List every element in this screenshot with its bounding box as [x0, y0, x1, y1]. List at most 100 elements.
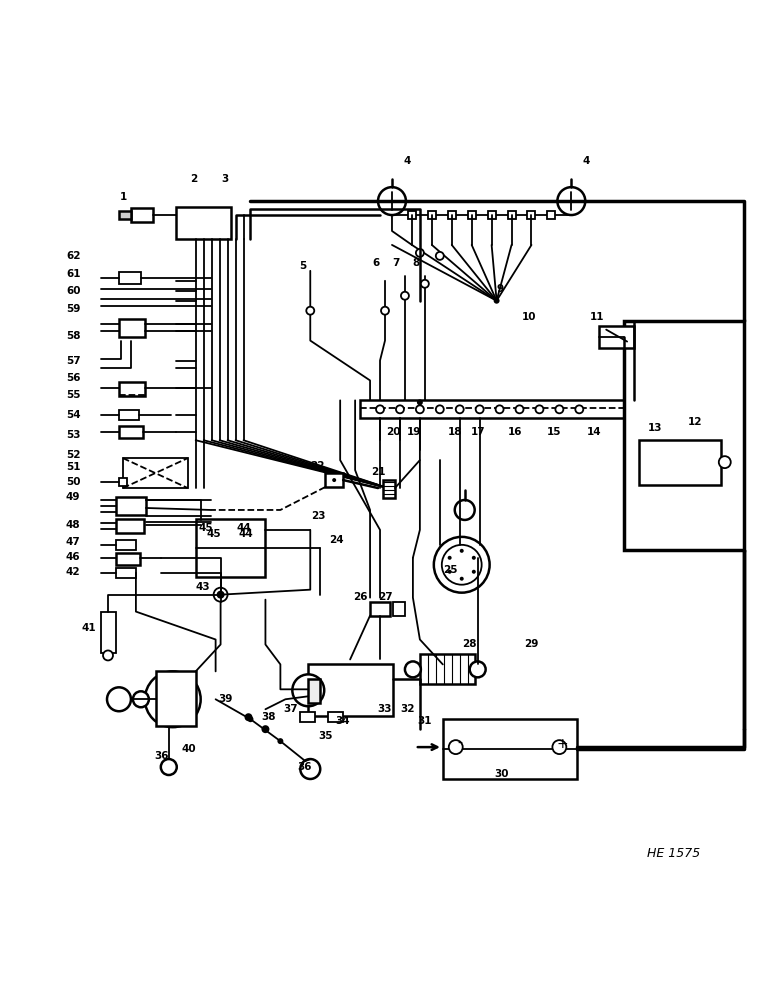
Circle shape	[436, 405, 444, 413]
Bar	[599, 326, 634, 348]
Text: 38: 38	[261, 712, 276, 722]
Circle shape	[472, 556, 476, 560]
Circle shape	[416, 405, 424, 413]
Circle shape	[332, 478, 336, 482]
Circle shape	[214, 588, 228, 602]
Text: 58: 58	[66, 331, 80, 341]
Circle shape	[472, 570, 476, 574]
Text: 43: 43	[195, 582, 210, 592]
Circle shape	[460, 577, 464, 581]
Circle shape	[107, 687, 131, 711]
Circle shape	[245, 713, 252, 721]
Text: 48: 48	[66, 520, 80, 530]
Circle shape	[536, 405, 543, 413]
Text: 22: 22	[310, 461, 324, 471]
Bar	[428, 211, 436, 219]
Circle shape	[493, 298, 499, 304]
Circle shape	[145, 671, 201, 727]
Text: 15: 15	[547, 427, 562, 437]
Text: 8: 8	[412, 258, 419, 268]
Text: 46: 46	[66, 552, 80, 562]
Text: 61: 61	[66, 269, 80, 279]
Text: 3: 3	[221, 174, 229, 184]
Text: 44: 44	[238, 529, 253, 539]
Text: 31: 31	[418, 716, 432, 726]
Bar	[116, 568, 136, 578]
Text: 26: 26	[353, 592, 367, 602]
Text: 45: 45	[206, 529, 221, 539]
Bar	[547, 211, 555, 219]
Circle shape	[496, 405, 503, 413]
Text: 55: 55	[66, 390, 80, 400]
Text: 30: 30	[494, 769, 509, 779]
Circle shape	[448, 556, 452, 560]
Bar	[116, 553, 140, 565]
Bar	[488, 211, 496, 219]
Circle shape	[448, 570, 452, 574]
Text: 60: 60	[66, 286, 80, 296]
Text: 47: 47	[66, 537, 80, 547]
Circle shape	[217, 591, 225, 599]
Circle shape	[161, 759, 177, 775]
Bar	[308, 679, 320, 703]
Text: 53: 53	[66, 430, 80, 440]
Bar	[156, 671, 195, 726]
Text: 32: 32	[401, 704, 415, 714]
Bar	[325, 473, 344, 487]
Bar	[408, 211, 416, 219]
Circle shape	[293, 674, 324, 706]
Text: 52: 52	[66, 450, 80, 460]
Bar	[624, 321, 743, 550]
Circle shape	[306, 307, 314, 315]
Bar	[101, 612, 116, 653]
Text: 42: 42	[66, 567, 80, 577]
Text: 17: 17	[470, 427, 485, 437]
Text: 51: 51	[66, 462, 80, 472]
Bar	[131, 208, 153, 222]
Text: 49: 49	[66, 492, 80, 502]
Bar	[448, 211, 455, 219]
Text: 21: 21	[371, 467, 385, 477]
Text: 27: 27	[378, 592, 392, 602]
Circle shape	[376, 405, 384, 413]
Circle shape	[557, 187, 585, 215]
Bar	[443, 719, 577, 779]
Circle shape	[300, 759, 320, 779]
Text: 36: 36	[154, 751, 169, 761]
Text: 6: 6	[372, 258, 380, 268]
Circle shape	[449, 740, 462, 754]
Text: 4: 4	[403, 156, 411, 166]
Circle shape	[421, 280, 428, 288]
Text: 39: 39	[218, 694, 233, 704]
Bar	[468, 211, 476, 219]
Text: 36: 36	[297, 762, 312, 772]
Text: 24: 24	[329, 535, 344, 545]
Bar	[308, 664, 393, 716]
Bar	[393, 602, 405, 616]
Text: 9: 9	[496, 284, 503, 294]
Text: 35: 35	[318, 731, 333, 741]
Bar	[420, 654, 475, 684]
Text: 45: 45	[198, 523, 213, 533]
Text: 33: 33	[378, 704, 392, 714]
Text: +: +	[557, 737, 568, 751]
Text: 54: 54	[66, 410, 80, 420]
Circle shape	[460, 549, 464, 553]
Text: 13: 13	[648, 423, 662, 433]
Bar	[116, 540, 136, 550]
Text: HE 1575: HE 1575	[647, 847, 700, 860]
Bar	[119, 382, 145, 396]
Text: 56: 56	[66, 373, 80, 383]
Bar	[116, 519, 144, 533]
Text: 18: 18	[448, 427, 462, 437]
Circle shape	[469, 661, 486, 677]
Text: 14: 14	[587, 427, 601, 437]
Text: 40: 40	[181, 744, 196, 754]
Circle shape	[442, 545, 482, 585]
Circle shape	[381, 307, 389, 315]
Circle shape	[476, 405, 483, 413]
Circle shape	[575, 405, 584, 413]
Bar	[300, 712, 315, 722]
Bar	[116, 497, 146, 515]
Circle shape	[455, 405, 464, 413]
